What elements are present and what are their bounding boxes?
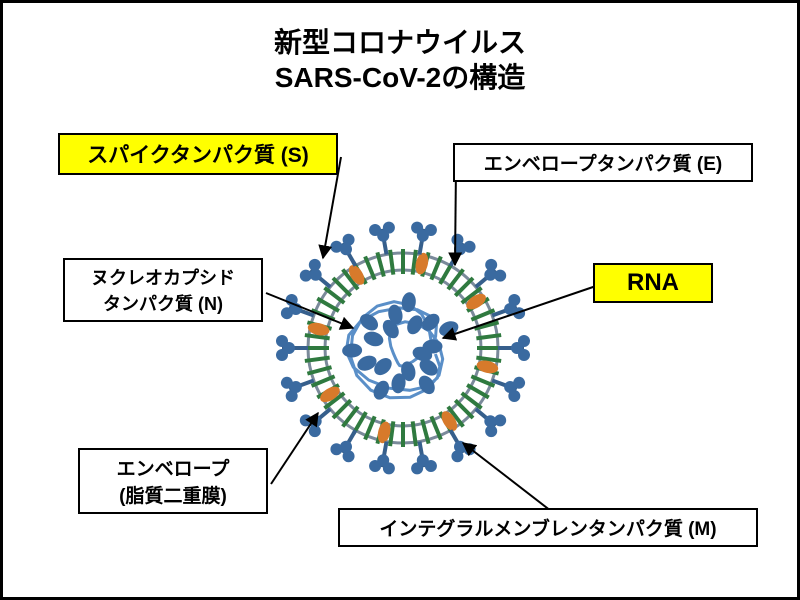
label-spike-text: スパイクタンパク質 (S) xyxy=(87,144,309,167)
label-spike: スパイクタンパク質 (S) xyxy=(58,133,338,175)
label-envelope_e: エンベロープタンパク質 (E) xyxy=(453,143,753,182)
label-nucleocapsid-text: ヌクレオカプシド タンパク質 (N) xyxy=(91,268,235,314)
spike-head xyxy=(511,342,523,354)
spike-head xyxy=(417,454,429,466)
label-envelope_e-text: エンベロープタンパク質 (E) xyxy=(484,154,722,175)
spike-head xyxy=(340,441,352,453)
diagram-frame: 新型コロナウイルス SARS-CoV-2の構造 スパイクタンパク質 (S)エンベ… xyxy=(0,0,800,600)
spike-head xyxy=(340,243,352,255)
label-nucleocapsid: ヌクレオカプシド タンパク質 (N) xyxy=(63,258,263,322)
spike-head xyxy=(484,415,496,427)
label-envelope: エンベロープ (脂質二重膜) xyxy=(78,448,268,514)
label-m_protein-text: インテグラルメンブレンタンパク質 (M) xyxy=(379,519,716,540)
spike-head xyxy=(484,269,496,281)
spike-head xyxy=(454,441,466,453)
label-rna-text: RNA xyxy=(627,269,679,296)
label-m_protein: インテグラルメンブレンタンパク質 (M) xyxy=(338,508,758,547)
spike-head xyxy=(290,381,302,393)
spike-head xyxy=(377,454,389,466)
label-envelope-text: エンベロープ (脂質二重膜) xyxy=(117,459,230,507)
spike-head xyxy=(417,230,429,242)
spike-head xyxy=(377,230,389,242)
spike-head xyxy=(504,381,516,393)
arrow-envelope xyxy=(271,413,318,484)
label-rna: RNA xyxy=(593,263,713,303)
spike-head xyxy=(310,269,322,281)
spike-head xyxy=(283,342,295,354)
arrow-m_protein xyxy=(463,443,551,511)
